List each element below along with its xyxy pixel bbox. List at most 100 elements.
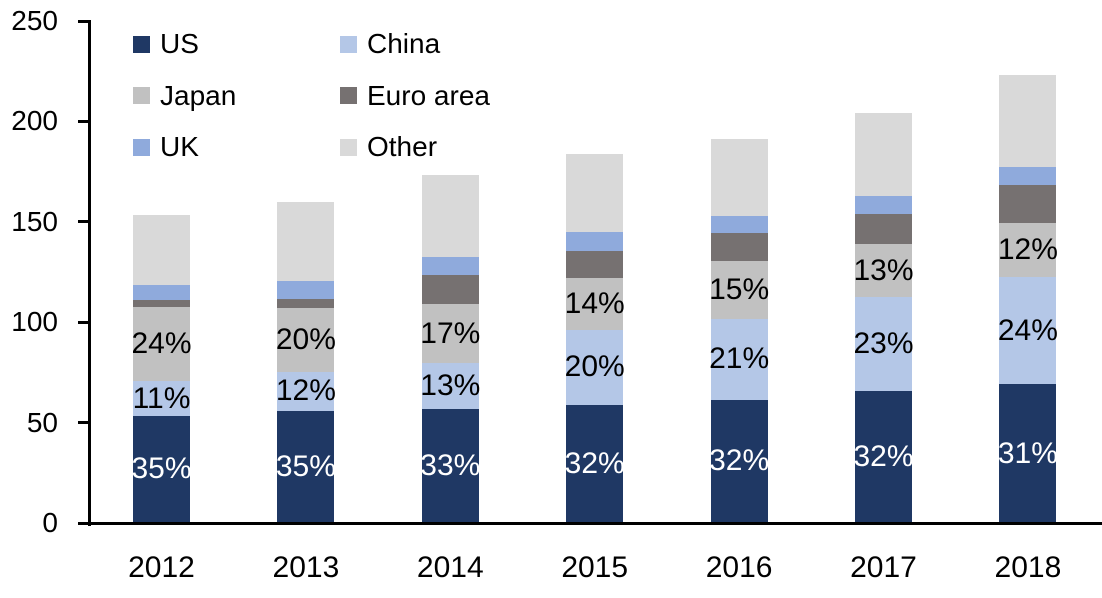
- bar-segment-japan: 14%: [564, 278, 625, 331]
- segment-label: 13%: [853, 253, 914, 287]
- x-axis-label: 2016: [705, 551, 773, 584]
- bar-segment-china: 11%: [132, 381, 191, 416]
- x-axis-label: 2018: [994, 551, 1062, 584]
- legend-label: UK: [160, 131, 199, 162]
- bar-segment-uk: [133, 285, 190, 301]
- segment-label: 13%: [420, 368, 481, 402]
- bar-segment-japan: 15%: [709, 260, 770, 320]
- bar-2013: 35% 12% 20%: [275, 201, 336, 523]
- bar-segment-japan: 13%: [853, 243, 914, 298]
- bar-segment-us: 33%: [420, 408, 481, 523]
- bar-segment-uk: [566, 231, 624, 251]
- y-axis-tick: [78, 220, 89, 224]
- bar-segment-china: 21%: [709, 319, 770, 400]
- segment-label: 35%: [131, 452, 192, 486]
- y-axis-tick-label: 0: [42, 507, 58, 538]
- bar-segment-china: 12%: [276, 372, 336, 411]
- segment-label: 23%: [853, 327, 914, 361]
- segment-label: 33%: [420, 448, 481, 482]
- bar-2015: 32% 20% 14%: [564, 153, 625, 523]
- bar-segment-japan: 17%: [420, 304, 481, 364]
- segment-label: 24%: [131, 327, 192, 361]
- bar-segment-euro-area: [855, 213, 912, 244]
- bar-segment-us: 32%: [564, 404, 625, 523]
- y-axis-tick: [78, 19, 89, 23]
- segment-label: 32%: [564, 446, 625, 480]
- x-axis-label: 2014: [416, 551, 484, 584]
- segment-label: 21%: [709, 342, 770, 376]
- y-axis-tick-label: 250: [11, 5, 58, 36]
- bar-segment-china: 20%: [564, 330, 625, 405]
- legend-label: China: [367, 28, 441, 59]
- legend-swatch-icon: [340, 138, 357, 156]
- segment-label: 11%: [132, 381, 191, 415]
- bar-segment-us: 31%: [997, 384, 1058, 523]
- segment-label: 31%: [997, 436, 1058, 470]
- y-axis-tick-label: 100: [11, 306, 58, 338]
- bar-segment-other: [566, 153, 624, 232]
- legend-swatch-icon: [133, 87, 150, 104]
- y-axis: [88, 20, 91, 526]
- bar-segment-other: [855, 113, 912, 196]
- segment-label: 35%: [275, 449, 336, 483]
- legend-swatch-icon: [133, 35, 150, 53]
- bar-segment-other: [421, 174, 479, 257]
- segment-label: 20%: [564, 350, 625, 384]
- legend-label: US: [160, 28, 199, 59]
- x-axis-label: 2017: [850, 551, 917, 584]
- bar-2012: 35% 11% 24%: [131, 214, 192, 523]
- legend-item-us: US: [133, 30, 199, 58]
- bar-segment-other: [133, 214, 190, 286]
- bar-segment-us: 32%: [709, 399, 770, 523]
- bar-segment-china: 24%: [998, 277, 1058, 385]
- segment-label: 20%: [275, 323, 336, 357]
- bar-segment-us: 35%: [131, 415, 192, 523]
- bar-segment-uk: [710, 215, 768, 233]
- bar-segment-japan: 12%: [998, 222, 1058, 278]
- segment-label: 32%: [709, 444, 770, 478]
- bar-segment-uk: [277, 281, 335, 300]
- segment-label: 17%: [420, 316, 481, 350]
- bar-segment-other: [999, 75, 1057, 167]
- y-axis-tick-label: 200: [11, 105, 58, 137]
- bar-segment-china: 23%: [853, 297, 914, 392]
- legend-item-other: Other: [340, 133, 437, 161]
- bar-2014: 33% 13% 17%: [420, 174, 481, 523]
- bar-segment-uk: [999, 166, 1057, 185]
- segment-label: 32%: [853, 440, 914, 474]
- bar-segment-euro-area: [277, 299, 335, 309]
- y-axis-tick: [78, 421, 89, 425]
- y-axis-tick-label: 150: [11, 205, 58, 237]
- y-axis-tick-label: 50: [26, 406, 58, 438]
- bar-2017: 32% 23% 13%: [853, 113, 914, 523]
- bar-segment-us: 32%: [853, 391, 914, 523]
- bar-segment-euro-area: [421, 275, 479, 305]
- legend-item-euro-area: Euro area: [340, 79, 490, 111]
- bar-segment-euro-area: [133, 300, 190, 308]
- bar-segment-china: 13%: [420, 363, 481, 409]
- legend-label: Other: [367, 131, 438, 162]
- bar-segment-japan: 20%: [275, 308, 336, 373]
- segment-label: 14%: [564, 287, 625, 321]
- legend-swatch-icon: [340, 35, 357, 53]
- bar-segment-euro-area: [566, 250, 624, 279]
- x-axis-label: 2015: [561, 551, 629, 584]
- legend-label: Euro area: [367, 79, 490, 111]
- x-axis-label: 2013: [272, 551, 340, 584]
- x-axis-label: 2012: [128, 551, 195, 584]
- bar-segment-euro-area: [710, 232, 768, 261]
- legend-swatch-icon: [133, 138, 150, 156]
- bar-2016: 32% 21% 15%: [709, 138, 770, 523]
- segment-label: 15%: [709, 273, 770, 307]
- bar-segment-uk: [855, 195, 912, 214]
- bar-segment-japan: 24%: [131, 307, 192, 382]
- legend-label: Japan: [160, 79, 237, 111]
- bar-segment-euro-area: [999, 184, 1057, 223]
- bar-segment-other: [277, 201, 335, 282]
- y-axis-tick: [78, 320, 89, 324]
- bar-segment-us: 35%: [275, 410, 336, 523]
- bar-segment-other: [710, 138, 768, 216]
- bar-2018: 31% 24% 12%: [997, 75, 1058, 523]
- legend-item-japan: Japan: [133, 79, 237, 111]
- legend-item-china: China: [340, 30, 440, 58]
